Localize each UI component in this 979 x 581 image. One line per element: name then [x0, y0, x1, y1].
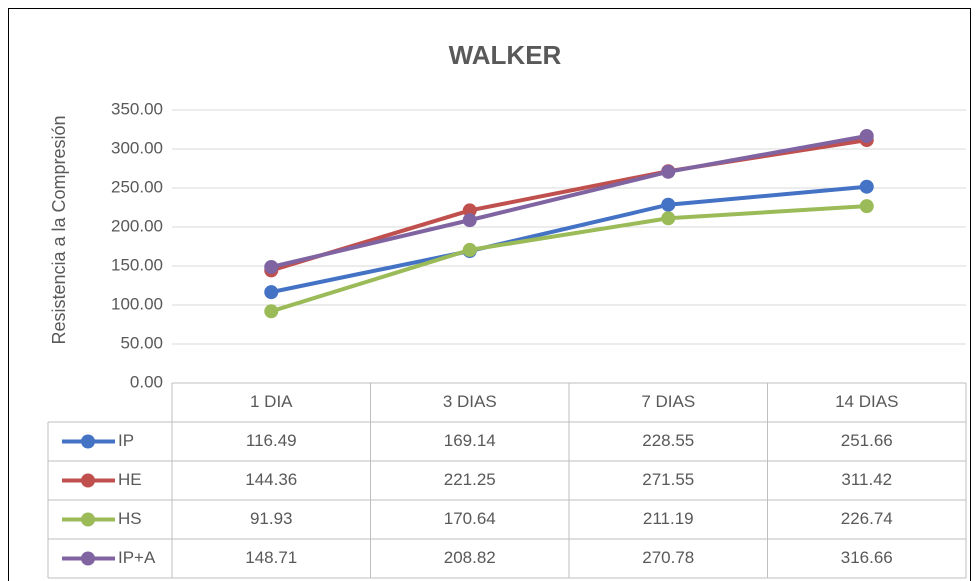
- y-tick-label: 350.00: [111, 99, 163, 118]
- legend-marker: [81, 473, 95, 488]
- data-point: [661, 197, 676, 212]
- x-tick-label: 7 DIAS: [641, 392, 695, 411]
- y-tick-label: 50.00: [120, 333, 163, 352]
- table-cell: 271.55: [642, 470, 694, 489]
- table-cell: 211.19: [643, 509, 694, 528]
- table-cell: 316.66: [841, 548, 893, 567]
- y-tick-label: 200.00: [111, 216, 163, 235]
- table-cell: 270.78: [642, 548, 694, 567]
- table-cell: 170.64: [444, 509, 496, 528]
- legend-label: IP+A: [118, 548, 156, 567]
- legend-marker: [81, 551, 95, 566]
- table-cell: 311.42: [841, 470, 892, 489]
- table-cell: 221.25: [444, 470, 496, 489]
- legend-label: HE: [118, 470, 142, 489]
- x-tick-label: 3 DIAS: [443, 392, 497, 411]
- series-line: [270, 204, 867, 314]
- data-point: [661, 211, 676, 226]
- data-point: [859, 199, 874, 214]
- table-cell: 251.66: [841, 431, 893, 450]
- y-tick-label: 250.00: [111, 177, 163, 196]
- y-tick-label: 150.00: [111, 255, 163, 274]
- chart-title: WALKER: [449, 40, 562, 70]
- legend-label: IP: [118, 431, 134, 450]
- table-cell: 169.14: [444, 431, 496, 450]
- legend-label: HS: [118, 509, 142, 528]
- x-tick-label: 1 DIA: [250, 392, 293, 411]
- table-cell: 116.49: [246, 431, 297, 450]
- legend-marker: [81, 434, 95, 449]
- table-cell: 91.93: [250, 509, 293, 528]
- y-tick-label: 0.00: [130, 372, 163, 391]
- data-point: [264, 304, 279, 319]
- data-point: [859, 179, 874, 194]
- chart-border: [8, 8, 971, 581]
- data-point: [661, 164, 676, 179]
- series-line: [270, 134, 868, 269]
- table-cell: 144.36: [245, 470, 297, 489]
- table-cell: 228.55: [642, 431, 694, 450]
- y-axis-label: Resistencia a la Compresión: [49, 115, 69, 344]
- y-tick-label: 300.00: [111, 138, 163, 157]
- series-line: [270, 184, 867, 295]
- table-cell: 226.74: [841, 509, 893, 528]
- data-point: [462, 242, 477, 257]
- y-tick-label: 100.00: [111, 294, 163, 313]
- data-point: [462, 203, 477, 218]
- data-point: [462, 213, 477, 228]
- data-point: [859, 129, 874, 144]
- table-cell: 208.82: [444, 548, 496, 567]
- x-tick-label: 14 DIAS: [835, 392, 898, 411]
- legend-marker: [81, 512, 95, 527]
- data-point: [264, 260, 279, 275]
- table-cell: 148.71: [245, 548, 297, 567]
- data-point: [264, 285, 279, 300]
